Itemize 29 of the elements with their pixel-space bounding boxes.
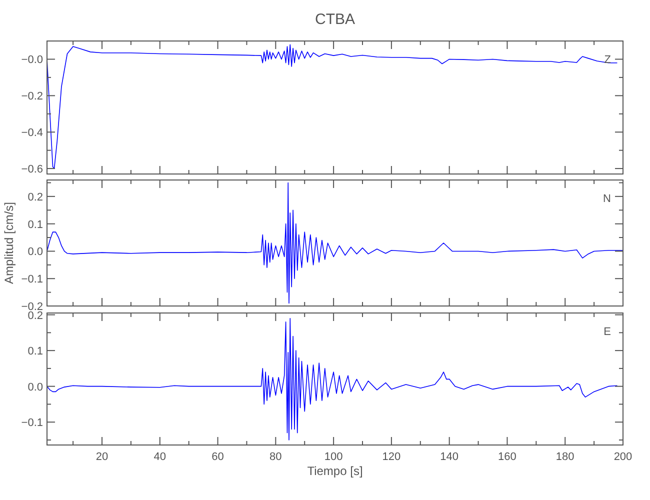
- annotation: E: [604, 326, 611, 338]
- y-tick-label: 0.1: [28, 218, 43, 231]
- x-tick-label: 80: [270, 451, 282, 463]
- chart-title: CTBA: [314, 11, 356, 28]
- y-axis-title: Amplitud [cm/s]: [2, 202, 16, 284]
- y-tick-label: −0.1: [21, 417, 43, 430]
- y-tick-label: 0.0: [28, 246, 43, 258]
- x-axis-title: Tiempo [s]: [307, 464, 363, 478]
- x-tick-label: 160: [498, 451, 516, 463]
- x-tick-label: 140: [440, 451, 459, 463]
- x-tick-label: 120: [382, 451, 401, 463]
- x-tick-label: 100: [324, 451, 343, 463]
- y-tick-label: −0.6: [21, 164, 43, 176]
- x-tick-label: 180: [556, 451, 574, 463]
- x-tick-label: 60: [212, 451, 224, 463]
- x-tick-label: 20: [96, 451, 108, 463]
- y-tick-label: −0.1: [21, 274, 43, 286]
- y-tick-label: −0.0: [21, 54, 43, 66]
- x-tick-label: 200: [614, 451, 632, 463]
- y-tick-label: −0.2: [21, 90, 43, 103]
- line-series: [46, 318, 618, 440]
- y-tick-label: 0.2: [28, 191, 43, 204]
- annotation: N: [603, 193, 612, 205]
- y-tick-label: 0.1: [28, 346, 43, 358]
- line-series: [46, 182, 624, 304]
- line-series: [46, 44, 618, 169]
- x-tick-label: 40: [154, 451, 166, 463]
- y-tick-label: −0.4: [21, 127, 43, 140]
- y-tick-label: 0.0: [28, 381, 43, 394]
